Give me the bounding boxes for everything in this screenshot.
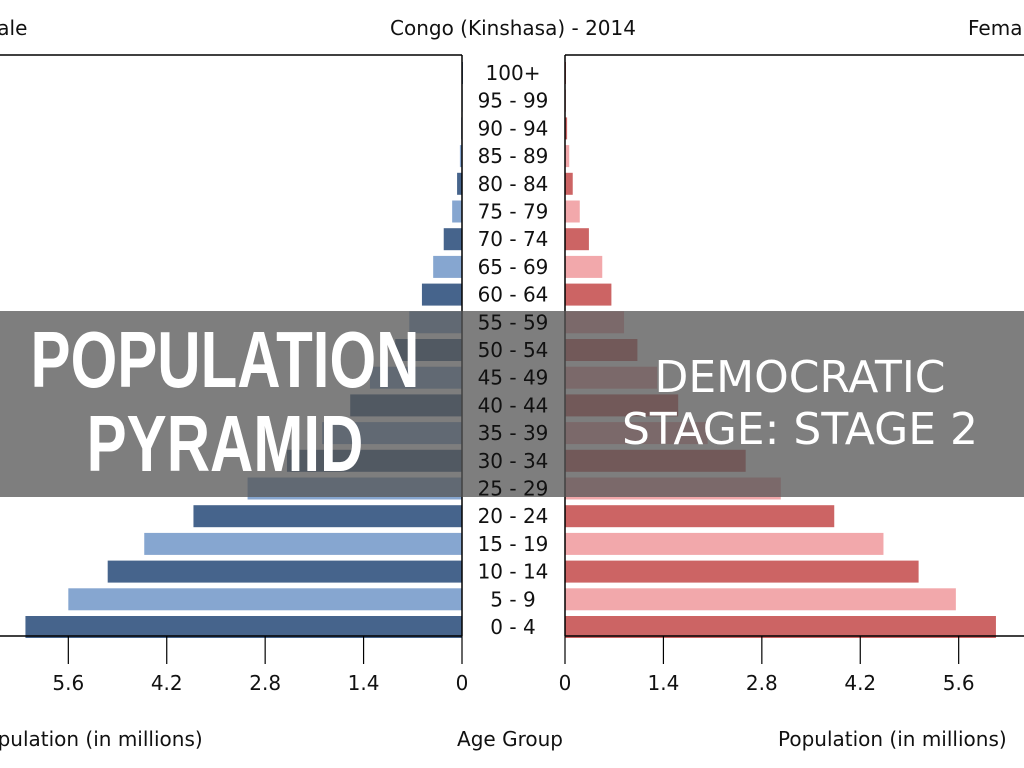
overlay-subtitle: DEMOCRATIC STAGE: STAGE 2	[621, 352, 979, 455]
male-x-tick-label: 1.4	[348, 671, 380, 695]
age-group-label: 45 - 49	[478, 366, 549, 390]
age-group-label: 35 - 39	[478, 421, 549, 445]
female-bar-65-69	[565, 255, 603, 278]
overlay-title: POPULATION PYRAMID	[30, 315, 420, 488]
age-group-label: 15 - 19	[478, 532, 549, 556]
male-bar-10-14	[107, 560, 463, 583]
female-bar-10-14	[565, 560, 919, 583]
age-group-label: 90 - 94	[478, 116, 549, 140]
male-bar-60-64	[421, 283, 462, 306]
age-group-axis-label: Age Group	[457, 727, 563, 751]
age-group-label: 20 - 24	[478, 504, 549, 528]
age-group-label: 50 - 54	[478, 338, 549, 362]
female-x-tick-label: 5.6	[943, 671, 975, 695]
age-group-label: 25 - 29	[478, 477, 549, 501]
male-panel-title: Male	[0, 16, 27, 40]
female-bar-5-9	[565, 588, 956, 611]
female-bar-15-19	[565, 532, 884, 555]
female-x-tick-label: 0	[559, 671, 572, 695]
male-x-tick-label: 0	[456, 671, 469, 695]
female-bar-20-24	[565, 505, 835, 528]
male-x-axis-label: Population (in millions)	[0, 727, 203, 751]
age-group-label: 85 - 89	[478, 144, 549, 168]
female-bar-75-79	[565, 200, 580, 223]
male-x-tick-label: 4.2	[151, 671, 183, 695]
age-group-label: 75 - 79	[478, 200, 549, 224]
female-bar-85-89	[565, 145, 570, 168]
age-group-label: 80 - 84	[478, 172, 549, 196]
female-x-tick-label: 4.2	[844, 671, 876, 695]
female-x-axis-label: Population (in millions)	[778, 727, 1007, 751]
age-group-label: 95 - 99	[478, 89, 549, 113]
age-group-label: 5 - 9	[490, 587, 535, 611]
age-group-label: 40 - 44	[478, 393, 549, 417]
age-group-label: 0 - 4	[490, 615, 535, 639]
male-bar-20-24	[193, 505, 463, 528]
male-bar-75-79	[452, 200, 462, 223]
title-overlay-band	[0, 311, 1024, 497]
female-x-tick-label: 2.8	[746, 671, 778, 695]
male-bar-80-84	[457, 172, 462, 195]
male-bar-5-9	[68, 588, 462, 611]
female-bar-90-94	[565, 117, 568, 140]
female-panel-title: Female	[968, 16, 1024, 40]
age-group-label: 100+	[486, 61, 541, 85]
chart-title: Congo (Kinshasa) - 2014	[390, 16, 636, 40]
male-bar-85-89	[459, 145, 462, 168]
age-group-label: 30 - 34	[478, 449, 549, 473]
age-group-label: 60 - 64	[478, 283, 549, 307]
female-bar-60-64	[565, 283, 612, 306]
age-group-label: 70 - 74	[478, 227, 549, 251]
female-x-tick-label: 1.4	[648, 671, 680, 695]
age-group-label: 10 - 14	[478, 560, 549, 584]
male-x-tick-label: 2.8	[249, 671, 281, 695]
age-group-label: 65 - 69	[478, 255, 549, 279]
male-bar-0-4	[25, 616, 462, 638]
male-x-tick-label: 5.6	[52, 671, 84, 695]
female-bar-0-4	[565, 616, 996, 638]
male-bar-65-69	[433, 255, 462, 278]
age-group-label: 55 - 59	[478, 310, 549, 334]
female-bar-70-74	[565, 228, 589, 251]
male-bar-70-74	[443, 228, 462, 251]
female-bar-80-84	[565, 172, 573, 195]
male-bar-15-19	[144, 532, 462, 555]
